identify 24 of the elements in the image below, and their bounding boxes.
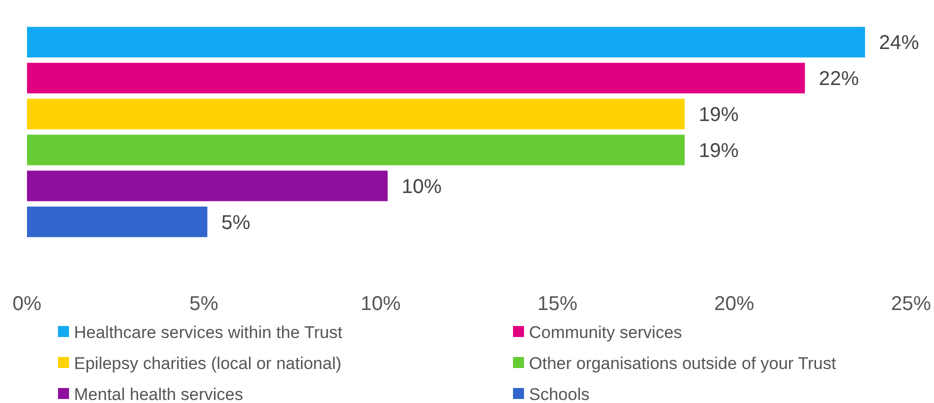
data-label: 24% <box>879 32 920 54</box>
legend-label: Epilepsy charities (local or national) <box>74 354 342 373</box>
x-tick-label: 15% <box>537 293 578 315</box>
legend-label: Schools <box>529 384 590 403</box>
legend-label: Mental health services <box>74 384 244 403</box>
x-tick-label: 5% <box>189 293 218 315</box>
bar <box>27 206 208 238</box>
x-tick-label: 0% <box>12 293 42 315</box>
x-tick-label: 20% <box>714 293 754 315</box>
data-label: 5% <box>221 212 250 234</box>
legend-label: Other organisations outside of your Trust <box>529 354 836 373</box>
bar <box>27 62 805 94</box>
bar <box>27 134 685 166</box>
bar <box>27 98 685 130</box>
data-label: 22% <box>818 68 860 90</box>
data-label: 19% <box>698 140 739 162</box>
x-tick-label: 10% <box>360 293 401 315</box>
legend-label: Healthcare services within the Trust <box>74 322 343 342</box>
bar <box>27 170 388 202</box>
legend-label: Community services <box>529 322 682 342</box>
data-label: 10% <box>402 176 442 198</box>
data-label: 19% <box>698 104 739 126</box>
bar <box>27 26 866 58</box>
x-tick-label: 25% <box>890 293 932 315</box>
